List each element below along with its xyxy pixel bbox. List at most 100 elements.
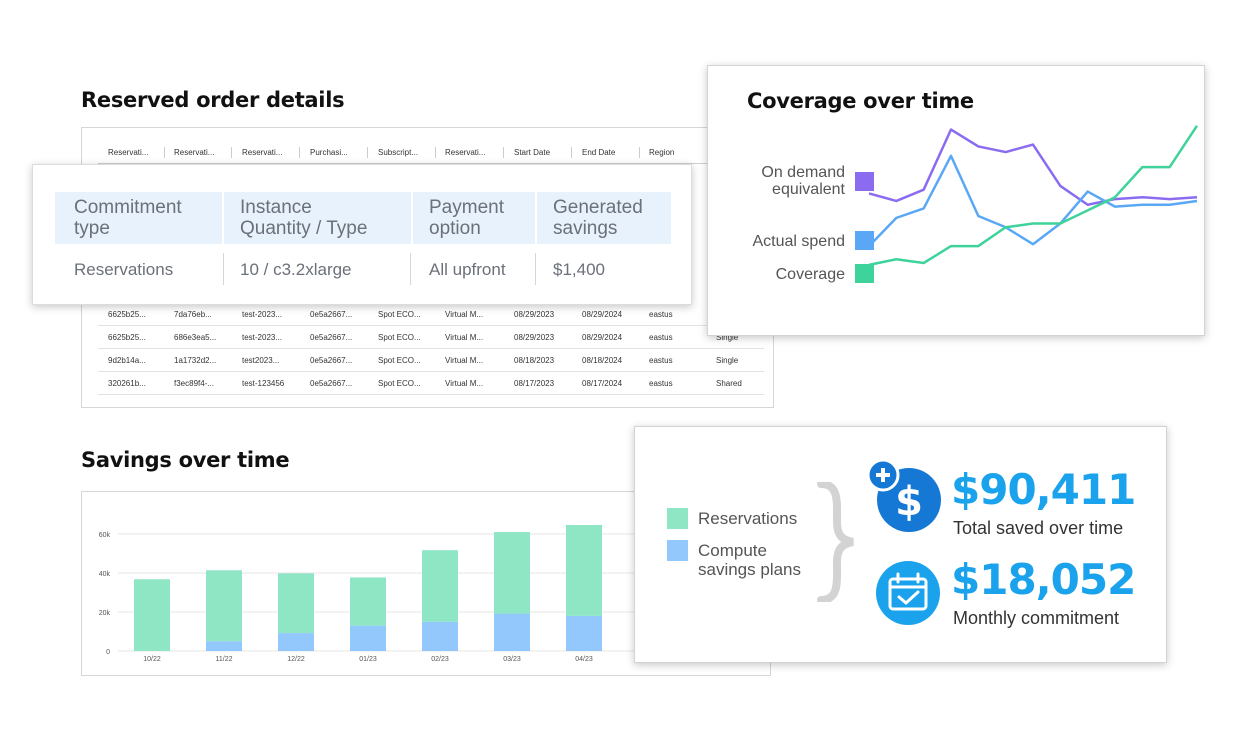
table-cell: Virtual M... <box>445 379 484 388</box>
calendar-check-icon <box>876 561 940 625</box>
bar-reservations[interactable] <box>494 532 530 614</box>
svg-text:$: $ <box>895 479 923 525</box>
curly-brace-icon <box>817 482 854 602</box>
table-cell: 08/18/2024 <box>582 356 623 365</box>
generated-savings-header: Generated savings <box>553 197 643 239</box>
bar-compute[interactable] <box>350 625 386 651</box>
y-tick-label: 40k <box>99 571 111 578</box>
table-cell: Virtual M... <box>445 333 484 342</box>
table-cell: Single <box>716 333 739 342</box>
bar-reservations[interactable] <box>566 525 602 616</box>
series-line-2 <box>868 125 1199 267</box>
x-tick-label: 03/23 <box>503 656 521 663</box>
table-cell: 08/29/2024 <box>582 333 623 342</box>
series-line-1 <box>868 154 1198 247</box>
table-cell: 6625b25... <box>108 333 146 342</box>
table-cell: 1a1732d2... <box>174 356 217 365</box>
legend-on-demand: On demand equivalent <box>761 164 845 198</box>
table-cell: Spot ECO... <box>378 310 421 319</box>
table-cell: test-123456 <box>242 379 285 388</box>
payment-option-value: All upfront <box>429 260 506 279</box>
commitment-type-header: Commitment type <box>74 197 182 239</box>
x-tick-label: 12/22 <box>287 656 305 663</box>
column-header[interactable]: End Date <box>582 148 616 157</box>
x-tick-label: 04/23 <box>575 656 593 663</box>
column-header[interactable]: Region <box>649 148 675 157</box>
bar-reservations[interactable] <box>206 570 242 642</box>
column-header[interactable]: Reservati... <box>174 148 215 157</box>
dollar-plus-icon: $ <box>866 458 941 532</box>
table-cell: Virtual M... <box>445 356 484 365</box>
y-tick-label: 20k <box>99 610 111 617</box>
column-header[interactable]: Reservati... <box>108 148 149 157</box>
table-row[interactable]: 6625b25... 7da76eb... test-2023... 0e5a2… <box>98 303 764 326</box>
legend-reservations: Reservations <box>698 509 798 528</box>
bar-reservations[interactable] <box>350 577 386 626</box>
bar-compute[interactable] <box>566 615 602 651</box>
table-cell: test2023... <box>242 356 280 365</box>
y-tick-label: 0 <box>106 649 110 656</box>
table-cell: test-2023... <box>242 310 283 319</box>
bar-compute[interactable] <box>278 633 314 651</box>
table-cell: 0e5a2667... <box>310 310 353 319</box>
coverage-title: Coverage over time <box>747 89 974 113</box>
table-cell: Virtual M... <box>445 310 484 319</box>
legend-actual-spend: Actual spend <box>752 233 845 250</box>
table-cell: 08/18/2023 <box>514 356 555 365</box>
table-row[interactable]: 6625b25... 686e3ea5... test-2023... 0e5a… <box>98 326 764 349</box>
bar-reservations[interactable] <box>278 573 314 634</box>
table-row[interactable]: 320261b... f3ec89f4-... test-123456 0e5a… <box>98 372 764 395</box>
x-tick-label: 02/23 <box>431 656 449 663</box>
column-header[interactable]: Purchasi... <box>310 148 348 157</box>
generated-savings-value: $1,400 <box>553 260 605 279</box>
total-saved-value: $90,411 <box>951 465 1136 514</box>
coverage-card: Coverage over time On demand equivalent … <box>707 65 1205 336</box>
table-cell: eastus <box>649 356 673 365</box>
summary-card: Reservations Compute savings plans $ $90… <box>634 426 1167 663</box>
x-tick-label: 01/23 <box>359 656 377 663</box>
bar-compute[interactable] <box>422 621 458 651</box>
column-header[interactable]: Subscript... <box>378 148 419 157</box>
savings-over-time-title: Savings over time <box>81 448 290 472</box>
x-tick-label: 10/22 <box>143 656 161 663</box>
column-header[interactable]: Start Date <box>514 148 551 157</box>
instance-value: 10 / c3.2xlarge <box>240 260 352 279</box>
table-cell: 08/29/2024 <box>582 310 623 319</box>
table-cell: eastus <box>649 310 673 319</box>
column-header[interactable]: Reservati... <box>242 148 283 157</box>
legend-swatch-reservations <box>667 508 688 529</box>
monthly-commitment-value: $18,052 <box>951 555 1136 604</box>
commitment-card: Commitment type Instance Quantity / Type… <box>32 164 692 305</box>
table-cell: 686e3ea5... <box>174 333 217 342</box>
legend-swatch-coverage <box>855 264 874 283</box>
table-cell: eastus <box>649 379 673 388</box>
legend-swatch-on-demand <box>855 172 874 191</box>
table-cell: 08/17/2024 <box>582 379 623 388</box>
commitment-header: Commitment type Instance Quantity / Type… <box>55 192 671 244</box>
table-cell: 08/29/2023 <box>514 310 555 319</box>
bar-reservations[interactable] <box>134 579 170 651</box>
table-cell: Spot ECO... <box>378 333 421 342</box>
legend-coverage: Coverage <box>775 266 845 283</box>
x-tick-label: 11/22 <box>216 656 233 663</box>
instance-header: Instance Quantity / Type <box>240 197 368 239</box>
total-saved-caption: Total saved over time <box>953 518 1124 538</box>
bar-reservations[interactable] <box>422 550 458 622</box>
table-cell: 0e5a2667... <box>310 333 353 342</box>
column-header[interactable]: Reservati... <box>445 148 486 157</box>
reserved-order-title: Reserved order details <box>81 88 345 112</box>
table-cell: 0e5a2667... <box>310 356 353 365</box>
bar-compute[interactable] <box>206 641 242 651</box>
table-cell: test-2023... <box>242 333 283 342</box>
table-cell: 320261b... <box>108 379 146 388</box>
commitment-type-value: Reservations <box>74 260 174 279</box>
table-row[interactable]: 9d2b14a... 1a1732d2... test2023... 0e5a2… <box>98 349 764 372</box>
table-header: Reservati... Reservati... Reservati... P… <box>98 142 764 164</box>
table-cell: 08/17/2023 <box>514 379 555 388</box>
bar-compute[interactable] <box>494 613 530 651</box>
savings-bar-chart: 0 20k 40k 60k 10/22 11/22 12/22 01/23 02/23 03/23… <box>99 525 634 663</box>
table-cell: f3ec89f4-... <box>174 379 215 388</box>
table-cell: 6625b25... <box>108 310 146 319</box>
legend-compute: Compute savings plans <box>698 541 802 579</box>
series-line-0 <box>868 128 1198 206</box>
